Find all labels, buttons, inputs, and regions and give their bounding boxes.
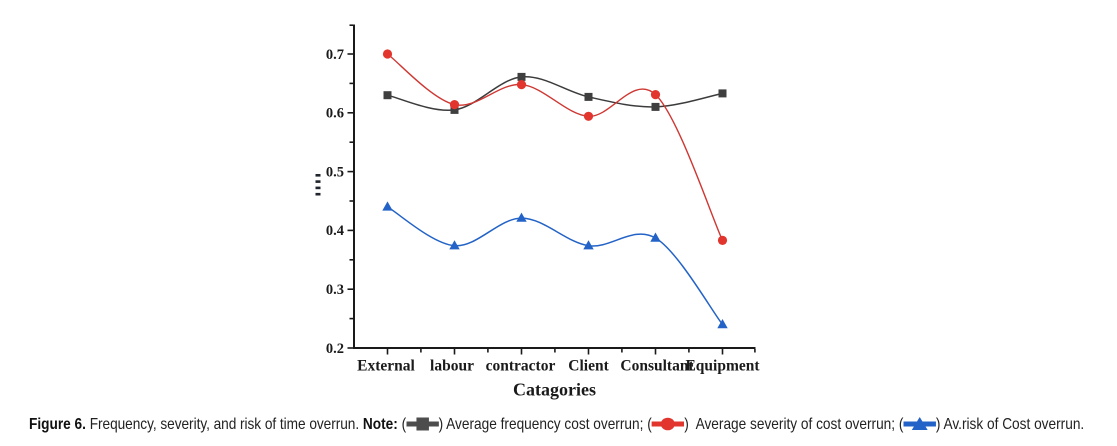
svg-text:Catagories: Catagories [513, 380, 596, 400]
svg-text:Consultant: Consultant [620, 358, 694, 375]
svg-text:labour: labour [430, 358, 474, 375]
svg-text:0.3: 0.3 [326, 282, 344, 298]
svg-text:contractor: contractor [486, 358, 556, 375]
svg-text:Equipment: Equipment [685, 358, 760, 375]
svg-text:0.7: 0.7 [326, 47, 344, 63]
svg-text:Client: Client [568, 358, 609, 375]
svg-text:0.2: 0.2 [326, 341, 344, 357]
svg-text:0.6: 0.6 [326, 106, 344, 122]
svg-text:0.5: 0.5 [326, 164, 344, 180]
svg-text:0.4: 0.4 [326, 223, 344, 239]
svg-text:External: External [357, 358, 415, 375]
